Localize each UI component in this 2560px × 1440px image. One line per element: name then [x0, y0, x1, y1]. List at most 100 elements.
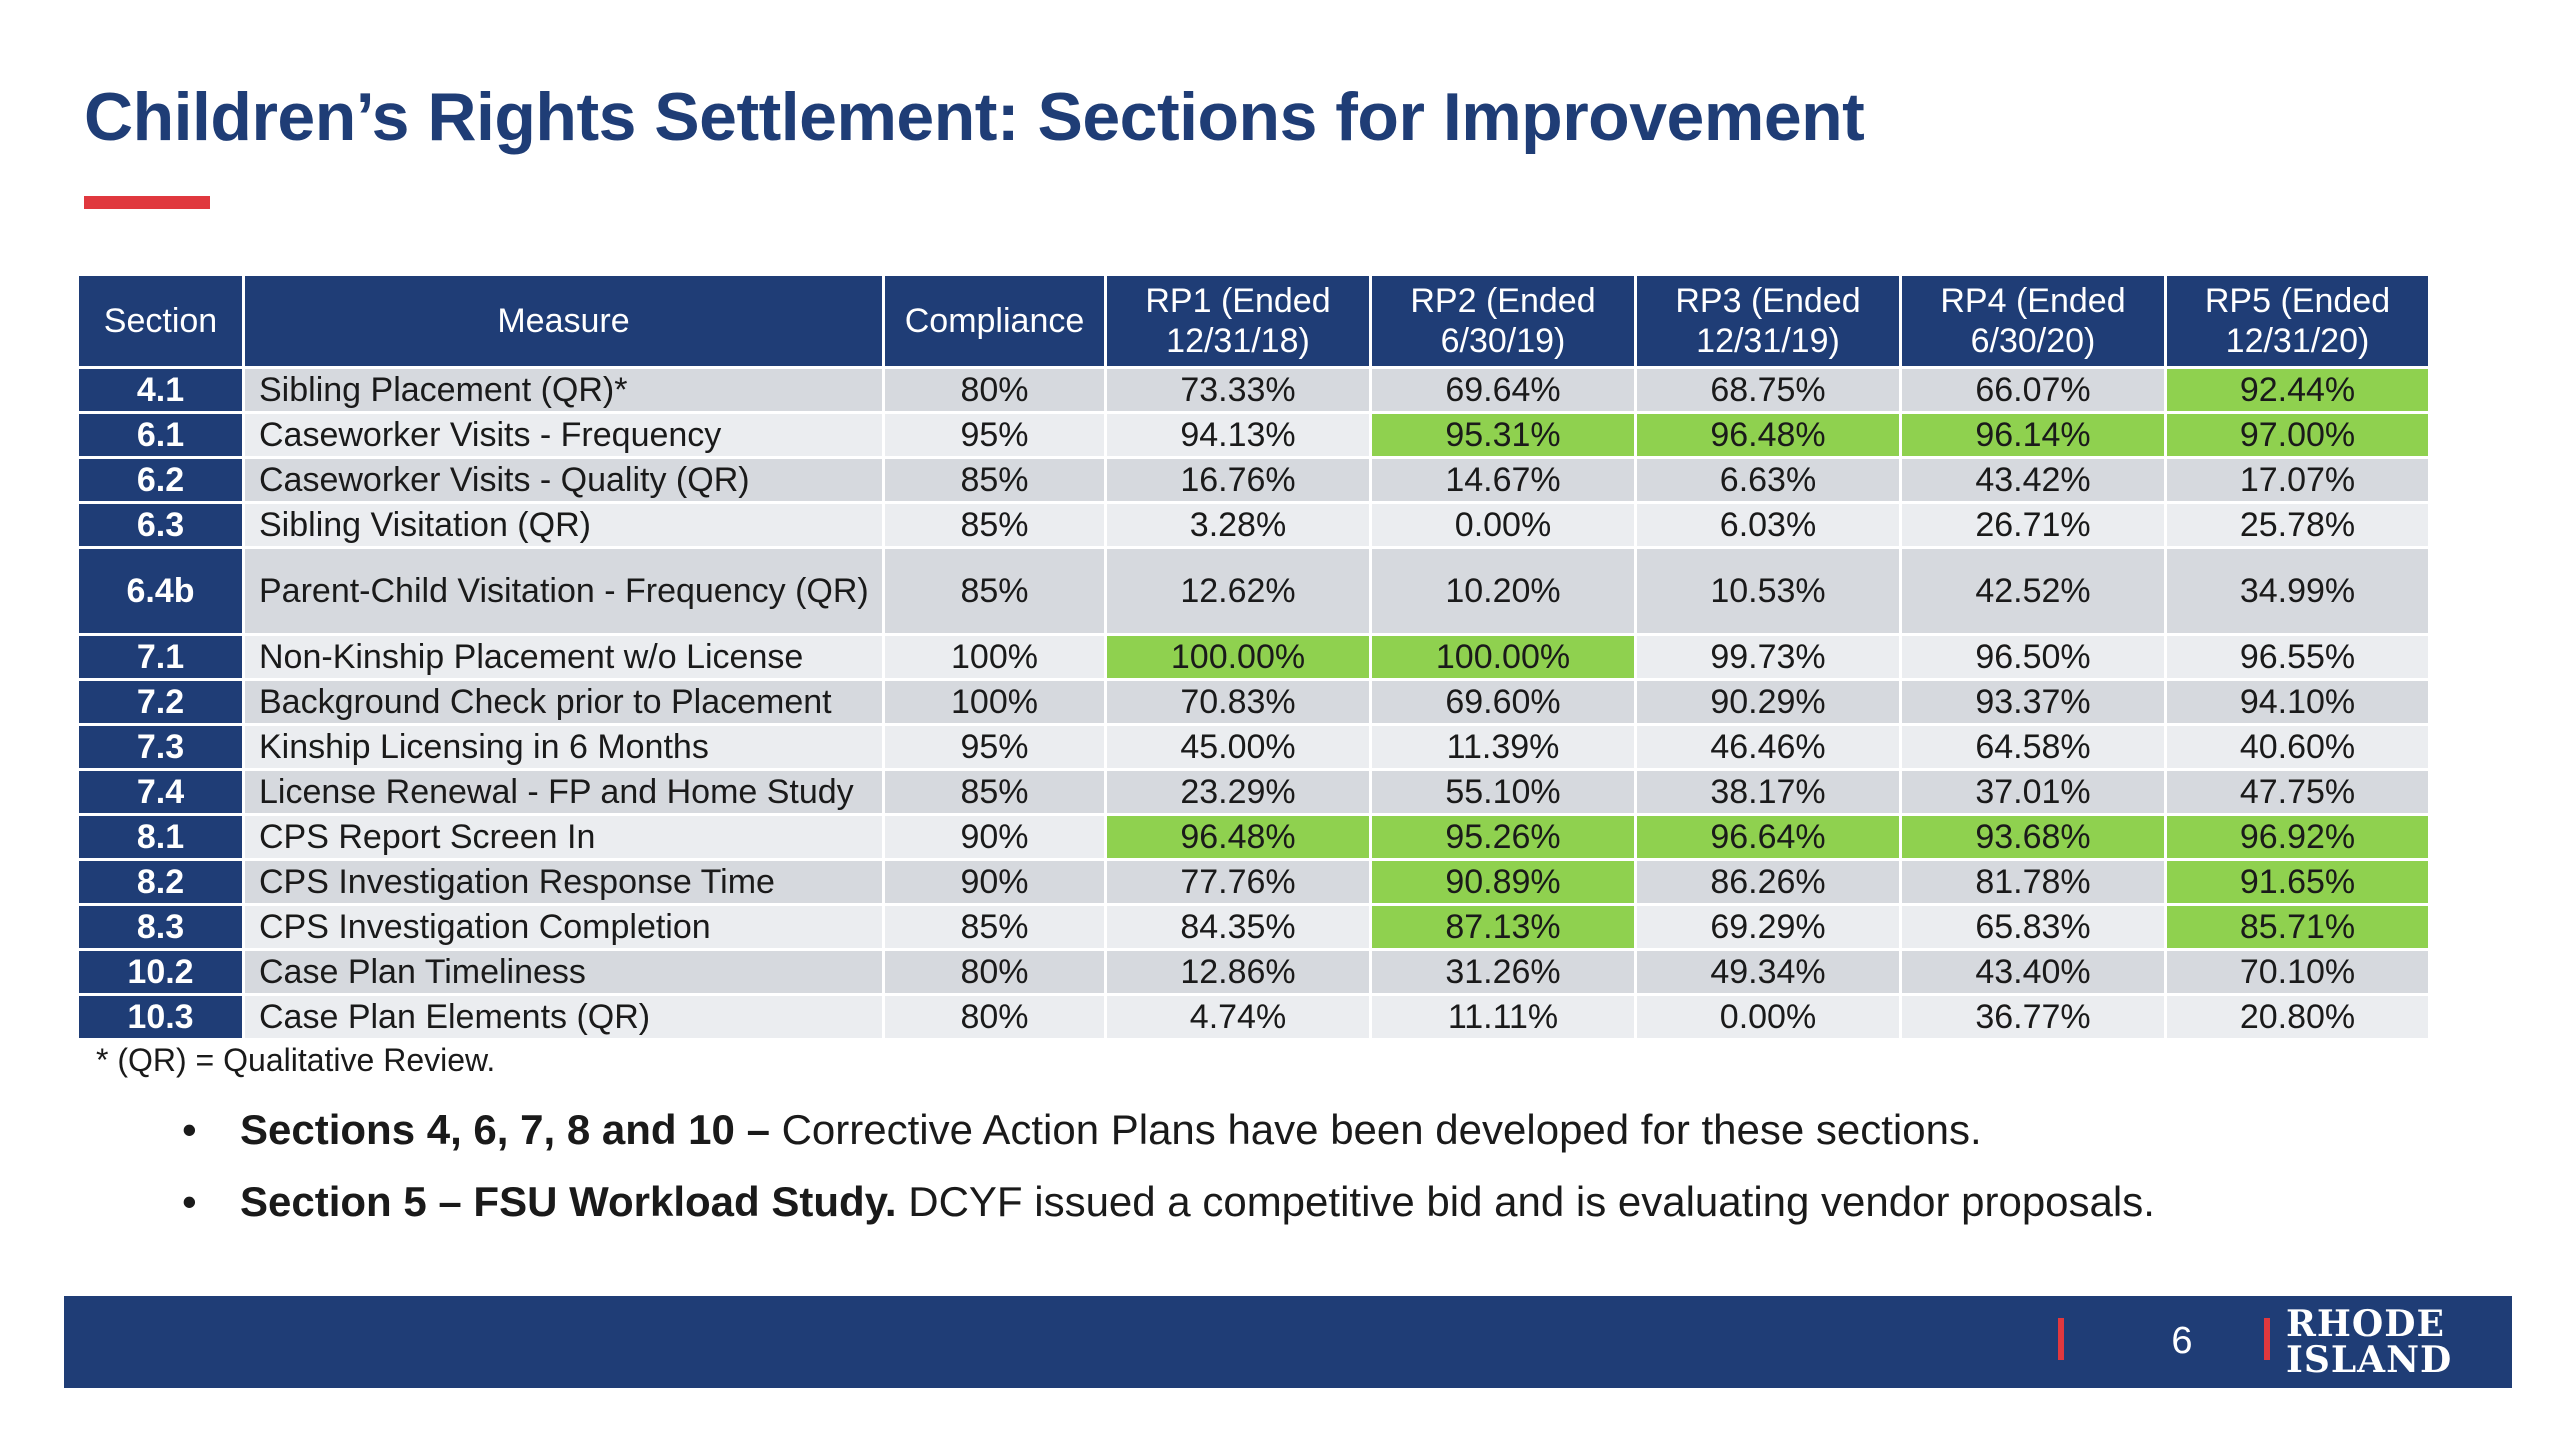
- rp2-value-cell: 0.00%: [1369, 501, 1637, 549]
- rp5-value-cell: 96.55%: [2164, 633, 2431, 681]
- table-row: 6.3 Sibling Visitation (QR) 85% 3.28% 0.00% 6…: [76, 501, 2431, 549]
- rp3-value-cell: 46.46%: [1634, 723, 1902, 771]
- section-cell: 7.3: [76, 723, 245, 771]
- rp2-value-cell: 69.60%: [1369, 678, 1637, 726]
- measure-cell: Non-Kinship Placement w/o License: [242, 633, 885, 681]
- rp4-value-cell: 96.50%: [1899, 633, 2167, 681]
- header-rp1-line2: 12/31/18): [1166, 322, 1310, 360]
- rp4-value-cell: 36.77%: [1899, 993, 2167, 1041]
- rp1-value-cell: 96.48%: [1104, 813, 1372, 861]
- rp3-value-cell: 96.48%: [1634, 411, 1902, 459]
- rp2-value-cell: 87.13%: [1369, 903, 1637, 951]
- rp5-value-cell: 85.71%: [2164, 903, 2431, 951]
- section-cell: 6.2: [76, 456, 245, 504]
- section-cell: 7.4: [76, 768, 245, 816]
- rp3-value-cell: 90.29%: [1634, 678, 1902, 726]
- rp4-value-cell: 64.58%: [1899, 723, 2167, 771]
- measure-cell: Kinship Licensing in 6 Months: [242, 723, 885, 771]
- footnote: * (QR) = Qualitative Review.: [96, 1042, 496, 1078]
- bullet-lead: Sections 4, 6, 7, 8 and 10 –: [240, 1106, 770, 1153]
- rp5-value-cell: 70.10%: [2164, 948, 2431, 996]
- rp1-value-cell: 23.29%: [1104, 768, 1372, 816]
- header-rp2-line2: 6/30/19): [1440, 322, 1566, 360]
- compliance-cell: 80%: [882, 993, 1107, 1041]
- rp5-value-cell: 92.44%: [2164, 366, 2431, 414]
- rp2-value-cell: 14.67%: [1369, 456, 1637, 504]
- rp3-value-cell: 69.29%: [1634, 903, 1902, 951]
- measure-cell: Case Plan Elements (QR): [242, 993, 885, 1041]
- table-row: 10.3 Case Plan Elements (QR) 80% 4.74% 11.11…: [76, 993, 2431, 1041]
- rp2-value-cell: 95.26%: [1369, 813, 1637, 861]
- rp4-value-cell: 26.71%: [1899, 501, 2167, 549]
- table-row: 8.1 CPS Report Screen In 90% 96.48% 95.26% 96…: [76, 813, 2431, 861]
- rp4-value-cell: 96.14%: [1899, 411, 2167, 459]
- header-rp3-line2: 12/31/19): [1696, 322, 1840, 360]
- header-rp5: RP5 (Ended 12/31/20): [2164, 273, 2431, 369]
- rp3-value-cell: 6.03%: [1634, 501, 1902, 549]
- rp5-value-cell: 17.07%: [2164, 456, 2431, 504]
- rp1-value-cell: 12.86%: [1104, 948, 1372, 996]
- rp2-value-cell: 31.26%: [1369, 948, 1637, 996]
- measure-cell: Sibling Placement (QR)*: [242, 366, 885, 414]
- rp3-value-cell: 96.64%: [1634, 813, 1902, 861]
- compliance-cell: 90%: [882, 813, 1107, 861]
- rp3-value-cell: 10.53%: [1634, 546, 1902, 636]
- section-cell: 7.2: [76, 678, 245, 726]
- section-cell: 10.3: [76, 993, 245, 1041]
- measure-cell: Sibling Visitation (QR): [242, 501, 885, 549]
- table-row: 6.4b Parent-Child Visitation - Frequency …: [76, 546, 2431, 636]
- measure-cell: CPS Investigation Completion: [242, 903, 885, 951]
- rp1-value-cell: 94.13%: [1104, 411, 1372, 459]
- bullet-text: DCYF issued a competitive bid and is eva…: [896, 1178, 2155, 1225]
- section-cell: 6.1: [76, 411, 245, 459]
- rp2-value-cell: 11.39%: [1369, 723, 1637, 771]
- page-number: 6: [2171, 1320, 2193, 1362]
- table-body: 4.1 Sibling Placement (QR)* 80% 73.33% 69.64…: [76, 366, 2431, 1041]
- compliance-cell: 85%: [882, 501, 1107, 549]
- rp5-value-cell: 47.75%: [2164, 768, 2431, 816]
- table-row: 6.1 Caseworker Visits - Frequency 95% 94.13…: [76, 411, 2431, 459]
- table-row: 7.4 License Renewal - FP and Home Study 85…: [76, 768, 2431, 816]
- bullet-dot: •: [182, 1106, 197, 1153]
- rp5-value-cell: 34.99%: [2164, 546, 2431, 636]
- rp1-value-cell: 45.00%: [1104, 723, 1372, 771]
- rp3-value-cell: 0.00%: [1634, 993, 1902, 1041]
- bullet-dot: •: [182, 1178, 197, 1225]
- compliance-cell: 100%: [882, 678, 1107, 726]
- rp4-value-cell: 43.40%: [1899, 948, 2167, 996]
- header-rp5-line2: 12/31/20): [2225, 322, 2370, 360]
- rp5-value-cell: 97.00%: [2164, 411, 2431, 459]
- compliance-cell: 95%: [882, 411, 1107, 459]
- table-row: 6.2 Caseworker Visits - Quality (QR) 85% 16…: [76, 456, 2431, 504]
- section-cell: 4.1: [76, 366, 245, 414]
- table-row: 8.2 CPS Investigation Response Time 90% 77.…: [76, 858, 2431, 906]
- rp3-value-cell: 99.73%: [1634, 633, 1902, 681]
- compliance-cell: 80%: [882, 366, 1107, 414]
- bullet-lead: Section 5 – FSU Workload Study.: [240, 1178, 897, 1225]
- rp2-value-cell: 90.89%: [1369, 858, 1637, 906]
- header-section: Section: [76, 273, 245, 369]
- table-row: 8.3 CPS Investigation Completion 85% 84.35%…: [76, 903, 2431, 951]
- rp1-value-cell: 84.35%: [1104, 903, 1372, 951]
- header-measure: Measure: [242, 273, 885, 369]
- bullet-item: • Section 5 – FSU Workload Study. DCYF is…: [170, 1176, 2155, 1228]
- section-cell: 8.3: [76, 903, 245, 951]
- rp1-value-cell: 12.62%: [1104, 546, 1372, 636]
- measures-table: Section Measure Compliance RP1 (Ended 12/…: [76, 273, 2431, 1041]
- table-row: 7.3 Kinship Licensing in 6 Months 95% 45.00…: [76, 723, 2431, 771]
- logo-line1: RHODE: [2286, 1303, 2445, 1345]
- measure-cell: CPS Investigation Response Time: [242, 858, 885, 906]
- rp5-value-cell: 96.92%: [2164, 813, 2431, 861]
- measure-cell: Caseworker Visits - Frequency: [242, 411, 885, 459]
- header-rp1-line1: RP1 (Ended: [1145, 282, 1331, 320]
- section-cell: 6.4b: [76, 546, 245, 636]
- header-rp5-line1: RP5 (Ended: [2204, 282, 2391, 320]
- rp3-value-cell: 38.17%: [1634, 768, 1902, 816]
- measure-cell: Caseworker Visits - Quality (QR): [242, 456, 885, 504]
- measure-cell: License Renewal - FP and Home Study: [242, 768, 885, 816]
- measure-cell: Case Plan Timeliness: [242, 948, 885, 996]
- rp3-value-cell: 86.26%: [1634, 858, 1902, 906]
- rp2-value-cell: 11.11%: [1369, 993, 1637, 1041]
- rp2-value-cell: 55.10%: [1369, 768, 1637, 816]
- header-compliance: Compliance: [882, 273, 1107, 369]
